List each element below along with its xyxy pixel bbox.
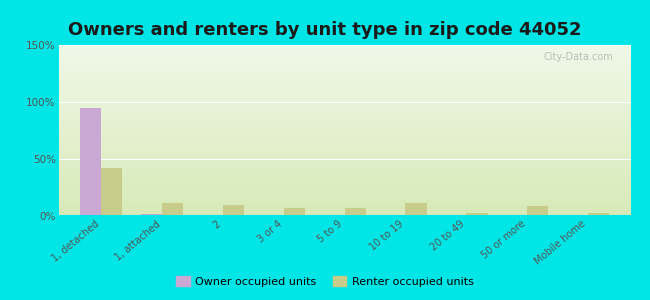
Bar [344,208,366,216]
Bar [80,108,101,216]
Bar [588,213,609,216]
Bar [567,215,588,216]
Bar [283,208,305,216]
Bar [223,205,244,216]
Text: Owners and renters by unit type in zip code 44052: Owners and renters by unit type in zip c… [68,21,582,39]
Legend: Owner occupied units, Renter occupied units: Owner occupied units, Renter occupied un… [172,272,478,291]
Text: City-Data.com: City-Data.com [543,52,614,62]
Bar [527,206,549,216]
Bar [162,203,183,216]
Bar [101,168,122,216]
Bar [406,203,426,216]
Bar [140,214,162,216]
Bar [466,213,488,216]
